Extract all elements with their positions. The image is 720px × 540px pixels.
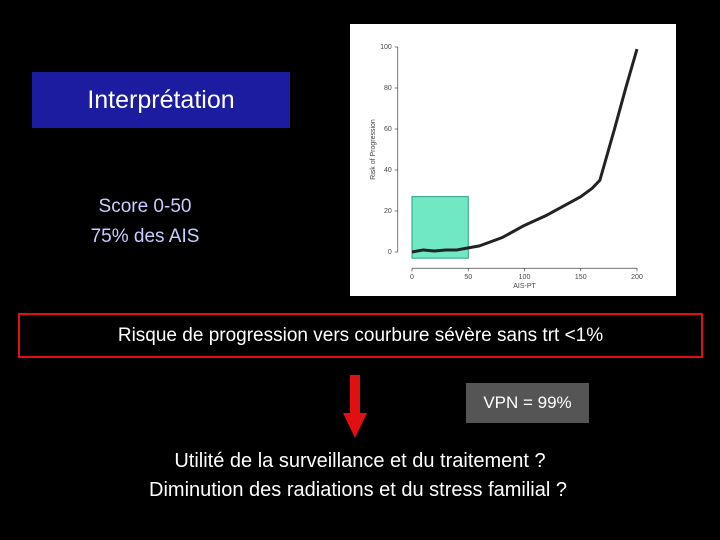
y-axis-label: Risk of Progression [370,119,377,180]
highlight-box [411,196,469,259]
question: Diminution des radiations et du stress f… [149,479,567,501]
arrow-head [343,413,367,438]
data-line [411,48,639,254]
x-tick-label: 200 [631,274,643,281]
arrow-shaft [350,375,360,415]
x-tick-label: 100 [519,274,531,281]
x-tick-label: 150 [575,274,587,281]
chart: 0 20 40 60 80 100 0 50 100 150 200 AIS-PT Risk of Pr… [350,24,676,296]
question: Utilité de la surveillance et du traitem… [174,450,546,472]
vpn-box: VPN = 99% [466,383,589,423]
y-tick-label: 80 [384,85,392,92]
heading: Interprétation [32,72,290,128]
y-tick-label: 20 [384,208,392,215]
y-tick-label: 100 [380,44,392,51]
score-line: 75% des AIS [90,226,200,247]
chart-background [350,24,676,296]
y-tick-label: 40 [384,167,392,174]
risk-statement: Risque de progression vers courbure sévè… [18,313,703,358]
y-tick-label: 60 [384,126,392,133]
x-tick-label: 50 [464,274,472,281]
score-line: Score 0-50 [98,196,192,217]
x-axis-label: AIS-PT [513,283,536,290]
y-tick-label: 0 [388,249,392,256]
x-tick-label: 0 [410,274,414,281]
